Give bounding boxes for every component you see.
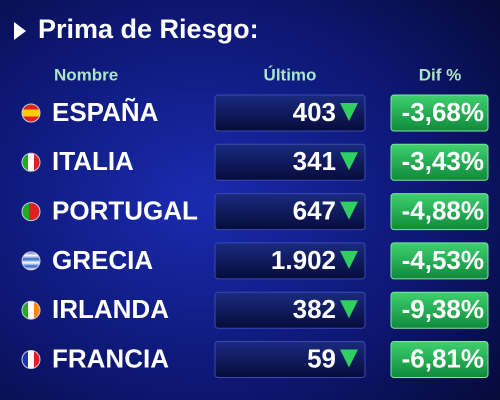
down-arrow	[340, 152, 358, 171]
down-arrow	[340, 349, 358, 368]
down-arrow	[340, 300, 358, 319]
country-name: FRANCIA	[52, 343, 169, 373]
row: ITALIA 341 -3,43%	[21, 143, 489, 181]
country-name: ITALIA	[52, 146, 134, 176]
down-arrow	[340, 201, 358, 220]
value-box	[214, 94, 366, 132]
value-box	[214, 143, 366, 181]
country-name: GRECIA	[52, 245, 153, 275]
flag	[21, 202, 41, 222]
change-box	[390, 291, 489, 329]
change-box	[390, 143, 489, 181]
value: 382	[293, 294, 336, 324]
value-box	[214, 242, 366, 280]
title: Prima de Riesgo:	[38, 14, 259, 44]
country-name: ESPAÑA	[52, 97, 159, 127]
flag	[21, 300, 41, 320]
change-box	[390, 341, 489, 378]
change: -6,81%	[402, 343, 484, 373]
value-box	[214, 291, 366, 329]
change: -4,88%	[402, 195, 484, 225]
value-box	[214, 341, 366, 378]
row: PORTUGAL 647 -4,88%	[21, 193, 489, 231]
country-name: PORTUGAL	[52, 195, 198, 225]
rows: ESPAÑA 403 -3,68% ITALIA 341 -3,43% PORTUGAL 64…	[21, 94, 489, 378]
value: 341	[293, 146, 336, 176]
value: 403	[293, 97, 336, 127]
flag	[21, 152, 41, 172]
flag	[21, 350, 41, 369]
column-header: Nombre	[54, 65, 118, 84]
change: -3,43%	[402, 146, 484, 176]
title-arrow	[14, 22, 26, 40]
column-header: Dif %	[419, 65, 462, 84]
row: GRECIA 1.902 -4,53%	[21, 242, 489, 280]
down-arrow	[340, 103, 358, 121]
value: 1.902	[271, 245, 336, 275]
country-name: IRLANDA	[52, 294, 169, 324]
change: -4,53%	[402, 245, 484, 275]
change-box	[390, 94, 489, 132]
change: -9,38%	[402, 294, 484, 324]
column-header: Último	[264, 65, 317, 84]
row: ESPAÑA 403 -3,68%	[21, 94, 489, 132]
change-box	[390, 242, 489, 280]
change-box	[390, 193, 489, 231]
flag	[21, 251, 41, 271]
down-arrow	[340, 250, 358, 269]
value-box	[214, 193, 366, 231]
change: -3,68%	[402, 97, 484, 127]
value: 59	[307, 343, 336, 373]
value: 647	[293, 195, 336, 225]
row: FRANCIA 59 -6,81%	[21, 341, 489, 378]
row: IRLANDA 382 -9,38%	[21, 291, 489, 329]
flag	[21, 103, 41, 123]
